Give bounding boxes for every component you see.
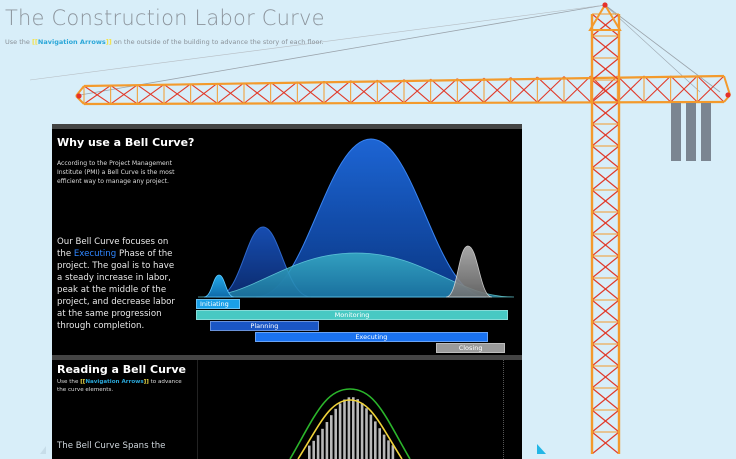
page-subtitle: Use the [[Navigation Arrows]] on the out… [5,38,324,46]
histogram-bar [374,421,377,459]
phase-bar-label: Monitoring [334,311,370,319]
bell-curve-histogram [289,388,411,459]
phase-bar-planning: Planning [209,321,319,331]
histogram-bar [365,408,368,459]
navigation-arrows-link[interactable]: [[Navigation Arrows]] [32,38,112,46]
crane-counterweight [671,103,711,161]
histogram-bar [325,422,329,459]
curve-span-text: The Bell Curve Spans the [57,441,166,451]
navigation-arrow-left-icon[interactable] [40,446,46,454]
bracket-icon: [[ [31,38,38,46]
crane-tower [590,13,621,454]
histogram-bar [356,399,359,459]
jib-right-light [725,92,731,98]
histogram-bar [352,397,355,459]
focus-description: Our Bell Curve focuses on the Executing … [57,236,179,332]
phase-bar-label: Initiating [200,300,229,308]
phase-bar-label: Planning [250,322,279,330]
focus-text-after: Phase of the project. The goal is to hav… [57,249,175,332]
histogram-bar [312,440,315,459]
bracket-icon: ]] [105,38,112,46]
panel-title: Reading a Bell Curve [57,363,186,376]
histogram-bar [330,415,333,459]
histogram-bar [343,399,346,459]
inner-bell-curve [297,399,403,459]
instruction-before: Use the [57,379,81,385]
histogram-bar [308,445,311,459]
outer-bell-curve [289,388,411,459]
histogram-bar [391,445,395,459]
executing-highlight: Executing [73,249,117,260]
focus-text-before: Our Bell Curve focuses on the [57,237,169,260]
panel-title: Why use a Bell Curve? [57,136,195,149]
histogram-bar [338,403,342,459]
phase-bar-executing: Executing [254,332,488,342]
crane-peak-light [602,2,608,8]
crane-jib [75,74,731,106]
instruction-after: to advance the curve elements. [57,379,182,394]
histogram-bar [378,428,381,459]
histogram-bar [387,440,390,459]
navigation-arrows-link[interactable]: [[Navigation Arrows]] [80,379,149,385]
navigation-arrows-label: Navigation Arrows [37,38,106,46]
navigation-arrows-label: Navigation Arrows [85,379,144,385]
histogram-bar [369,414,373,459]
histogram-bar [360,402,364,459]
dotted-guide-line [503,360,504,459]
reading-bell-curve-panel: Reading a Bell Curve Use the [[Navigatio… [52,355,522,459]
phase-bar-monitoring: Monitoring [196,310,508,320]
phase-bar-initiating: Initiating [196,299,240,309]
histogram-bar [347,397,351,459]
histogram-bars [308,397,395,459]
bracket-icon: [[ [80,379,86,385]
page-title: The Construction Labor Curve [5,6,325,30]
histogram-bar [334,408,337,459]
phase-bar-label: Executing [355,333,388,341]
initiating-curve [203,274,235,298]
closing-curve [445,245,493,298]
labor-bell-curves [197,138,515,298]
histogram-bar [321,428,324,459]
phase-bar-label: Closing [458,344,483,352]
jib-left-light [76,93,82,99]
pmi-description: According to the Project Management Inst… [57,160,175,185]
bracket-icon: ]] [143,379,149,385]
subtitle-text-after: on the outside of the building to advanc… [111,38,324,46]
panel-instruction: Use the [[Navigation Arrows]] to advance… [57,378,182,394]
bell-curve-panel: Why use a Bell Curve? According to the P… [52,124,522,356]
phase-bar-closing: Closing [436,343,505,353]
subtitle-text-before: Use the [5,38,32,46]
histogram-bar [316,435,320,459]
histogram-bar [382,434,386,459]
navigation-arrow-icon[interactable] [537,444,546,454]
executing-curve [255,138,487,298]
panel-divider [197,360,198,459]
